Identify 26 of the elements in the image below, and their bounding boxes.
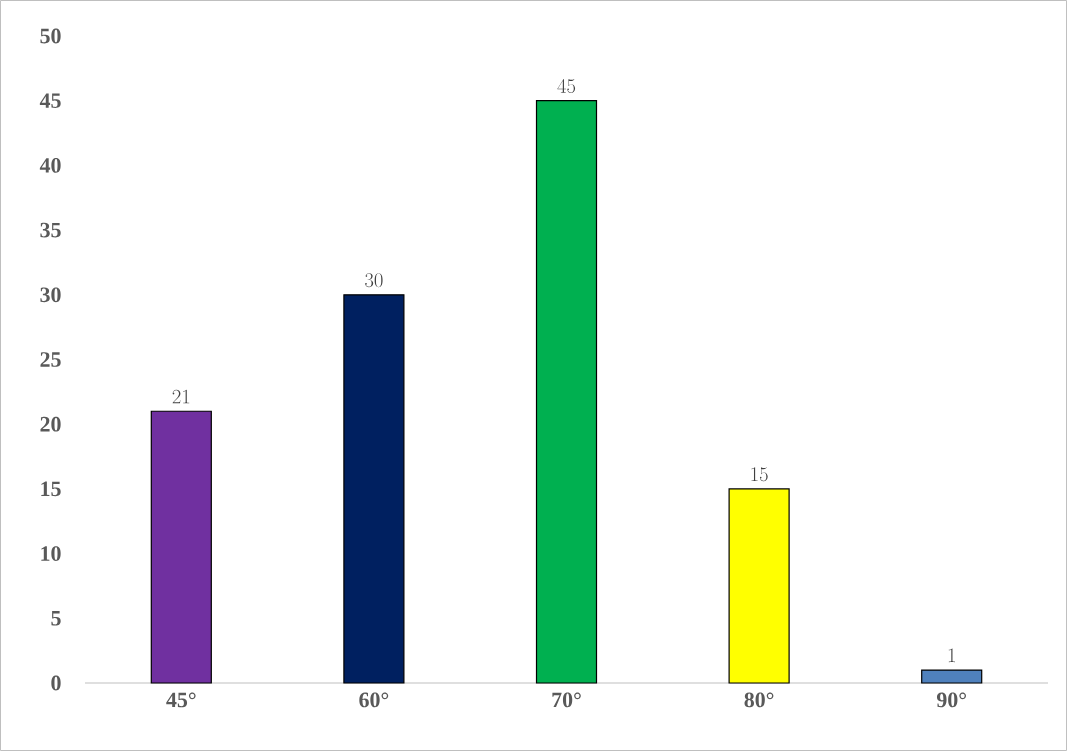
data-label: 1 [948,648,955,663]
data-label: 45 [557,78,576,94]
bar [921,669,983,684]
y-tick-label: 10 [41,546,61,561]
data-label: 15 [751,467,768,482]
bar [343,294,405,684]
y-tick-label: 30 [40,287,61,303]
x-tick-label: 90° [936,692,966,708]
x-tick-label: 45° [166,692,196,708]
y-tick-label: 50 [40,28,61,44]
data-label: 21 [172,389,190,404]
x-tick-label: 60° [359,692,389,708]
bar [150,410,212,684]
y-tick-label: 15 [41,481,61,497]
y-tick-label: 20 [40,416,61,432]
data-label: 30 [365,273,383,288]
x-tick-label: 70° [552,692,581,708]
y-tick-label: 25 [40,352,61,367]
y-tick-label: 35 [40,222,61,238]
y-tick-label: 45 [39,93,61,109]
bar [728,488,790,684]
x-tick-label: 80° [744,692,774,708]
y-tick-label: 5 [51,611,61,626]
bar [535,100,598,684]
y-tick-label: 0 [51,675,61,691]
y-tick-label: 40 [39,158,61,173]
